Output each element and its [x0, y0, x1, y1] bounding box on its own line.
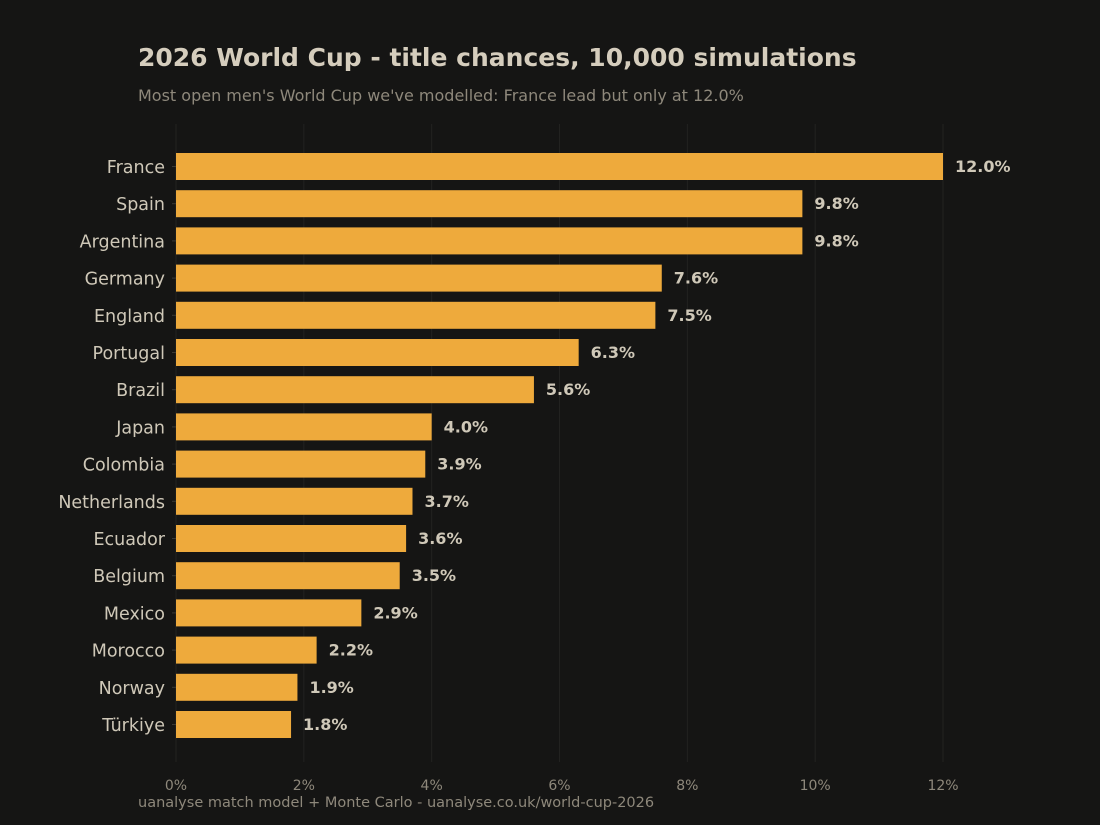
category-label: Spain: [116, 195, 165, 215]
chart-title: 2026 World Cup - title chances, 10,000 s…: [138, 43, 857, 72]
value-label: 12.0%: [955, 157, 1011, 176]
bar-argentina: [176, 227, 803, 255]
category-label: Portugal: [93, 344, 165, 364]
x-tick-label: 10%: [800, 778, 831, 794]
bar-germany: [176, 264, 662, 292]
bar-morocco: [176, 636, 317, 664]
value-label: 5.6%: [546, 380, 590, 399]
value-label: 7.6%: [674, 269, 718, 288]
bar-brazil: [176, 376, 534, 404]
value-label: 3.6%: [418, 529, 462, 548]
bar-portugal: [176, 339, 579, 366]
category-label: England: [94, 307, 165, 327]
category-label: Mexico: [104, 604, 165, 624]
value-label: 9.8%: [814, 231, 858, 250]
category-label: Argentina: [80, 232, 165, 252]
category-label: Netherlands: [58, 493, 165, 513]
x-tick-label: 2%: [293, 778, 315, 794]
category-label: Morocco: [92, 642, 165, 662]
category-label: Ecuador: [93, 530, 165, 550]
bar-france: [176, 153, 943, 180]
bar-england: [176, 301, 656, 329]
x-tick-label: 4%: [421, 778, 443, 794]
chart-footer: uanalyse match model + Monte Carlo - uan…: [138, 795, 654, 811]
bar-japan: [176, 413, 432, 441]
x-tick-label: 8%: [676, 778, 698, 794]
x-tick-label: 6%: [548, 778, 570, 794]
value-label: 4.0%: [444, 417, 488, 436]
bar-norway: [176, 673, 298, 701]
value-label: 6.3%: [591, 343, 635, 362]
value-labels: 12.0% 9.8% 9.8% 7.6% 7.5% 6.3%5.6% 4.0% 3.9% 3.7…: [303, 157, 1010, 734]
value-label: 9.8%: [814, 194, 858, 213]
category-label: Türkiye: [101, 716, 165, 736]
bar-belgium: [176, 562, 400, 590]
category-label: France: [107, 158, 165, 178]
category-label: Germany: [85, 270, 165, 290]
bar-ecuador: [176, 525, 407, 552]
bar-colombia: [176, 450, 426, 478]
x-tick-label: 0%: [165, 778, 187, 794]
chart-subtitle: Most open men's World Cup we've modelled…: [138, 86, 744, 105]
value-label: 3.9%: [437, 455, 481, 474]
bar-spain: [176, 190, 803, 218]
bar-netherlands: [176, 487, 413, 515]
category-label: Brazil: [116, 381, 165, 401]
category-label: Colombia: [83, 456, 165, 476]
bars: [176, 153, 943, 738]
category-label: Japan: [115, 418, 165, 438]
bar-mexico: [176, 599, 362, 627]
category-label: Belgium: [93, 567, 165, 587]
x-tick-label: 12%: [927, 778, 958, 794]
bar-t-rkiye: [176, 711, 292, 738]
value-label: 7.5%: [667, 306, 711, 325]
value-label: 3.7%: [424, 492, 468, 511]
value-label: 1.9%: [309, 678, 353, 697]
category-label: Norway: [99, 679, 165, 699]
value-label: 2.9%: [373, 603, 417, 622]
value-label: 3.5%: [412, 566, 456, 585]
category-labels: France Spain Argentina Germany England Portug…: [58, 158, 165, 736]
value-label: 1.8%: [303, 715, 347, 734]
x-axis-ticks: 0% 2% 4% 6% 8% 10% 12%: [165, 778, 959, 794]
value-label: 2.2%: [329, 641, 373, 660]
